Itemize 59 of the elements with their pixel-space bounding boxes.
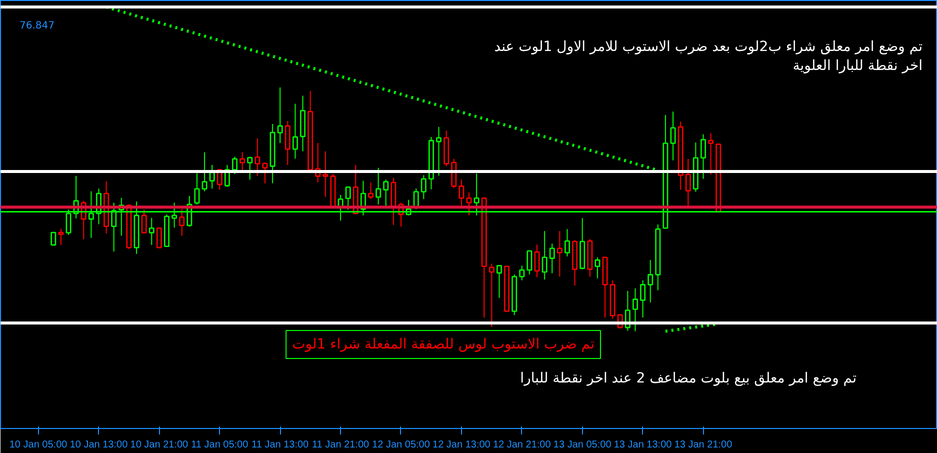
- candlestick: [496, 264, 502, 298]
- candlestick: [58, 228, 64, 246]
- candlestick: [209, 164, 215, 190]
- candlestick: [534, 244, 540, 278]
- candlestick: [50, 232, 56, 246]
- candlestick: [141, 209, 147, 234]
- candlestick: [240, 152, 246, 171]
- candlestick: [232, 156, 238, 174]
- candlestick: [202, 152, 208, 192]
- candlestick: [383, 179, 389, 206]
- candlestick: [156, 227, 162, 248]
- candlestick: [277, 86, 283, 144]
- candlestick: [640, 280, 646, 318]
- candlestick: [376, 167, 382, 205]
- candlestick: [594, 256, 600, 279]
- x-tick-label: 11 Jan 13:00: [252, 440, 310, 450]
- x-tick-label: 11 Jan 05:00: [191, 440, 249, 450]
- candlestick: [194, 172, 200, 205]
- candlestick: [670, 111, 676, 161]
- candlestick: [284, 120, 290, 166]
- candlestick: [542, 230, 548, 280]
- candlestick: [262, 162, 268, 184]
- candlestick: [436, 126, 442, 176]
- candlestick: [519, 265, 525, 281]
- x-tick-label: 12 Jan 21:00: [492, 440, 552, 450]
- x-tick-label: 10 Jan 21:00: [130, 440, 189, 450]
- candlestick: [368, 182, 374, 200]
- candlestick: [247, 156, 253, 180]
- x-tick-label: 13 Jan 13:00: [614, 440, 672, 450]
- x-tick-label: 12 Jan 13:00: [432, 440, 491, 450]
- text: 76.847: [20, 20, 55, 32]
- text: تم ضرب الاستوب لوس للصفقة المفعلة شراء 1لوت: [292, 336, 595, 352]
- text: تم وضع امر معلق شراء ب2لوت بعد ضرب الاستوب للامر الاول 1لوت عند اخر نقطة للبارا العلوية: [494, 38, 923, 74]
- candlestick: [708, 132, 714, 175]
- candlestick: [390, 177, 396, 226]
- candlestick: [292, 103, 298, 160]
- candlestick: [685, 158, 691, 207]
- candlestick: [526, 250, 532, 275]
- candlestick: [322, 150, 328, 198]
- text: تم وضع امر معلق بيع بلوت مضاعف 2 عند اخر نقطة للبارا: [520, 370, 857, 386]
- candlestick: [458, 179, 464, 206]
- x-tick-label: 13 Jan 21:00: [674, 440, 733, 450]
- candlestick: [549, 243, 555, 274]
- candlestick: [556, 230, 562, 278]
- candlestick: [179, 208, 185, 236]
- candlestick: [632, 288, 638, 332]
- candlestick: [148, 217, 154, 246]
- x-tick-label: 10 Jan 13:00: [70, 440, 128, 450]
- candlestick: [564, 228, 570, 257]
- candlestick: [420, 174, 426, 200]
- candlestick: [700, 134, 706, 180]
- x-tick-label: 13 Jan 05:00: [553, 440, 612, 450]
- candlestick: [488, 263, 494, 328]
- candlestick: [254, 138, 260, 176]
- x-tick-label: 12 Jan 05:00: [372, 440, 430, 450]
- x-tick-label: 10 Jan 05:00: [9, 440, 68, 450]
- candlestick: [648, 260, 654, 303]
- candlestick: [466, 192, 472, 216]
- x-tick-label: 11 Jan 21:00: [312, 440, 370, 450]
